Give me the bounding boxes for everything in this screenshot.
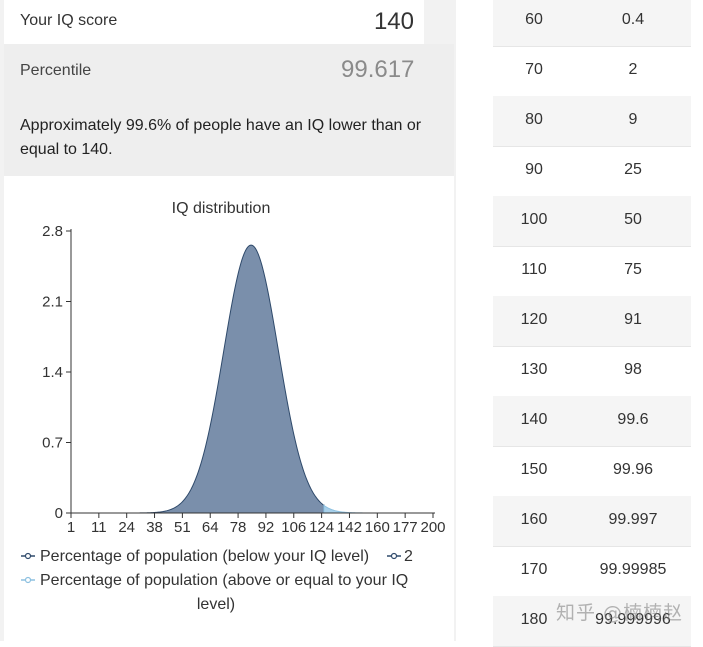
table-cell-percentile: 9	[628, 111, 638, 128]
iq-score-row: Your IQ score 140	[4, 0, 424, 44]
table-cell-percentile: 99.997	[608, 511, 658, 528]
y-tick-label: 1.4	[42, 364, 63, 381]
table-cell-iq: 60	[525, 11, 543, 28]
table-row: 140 99.6	[493, 396, 691, 447]
table-cell-iq: 150	[520, 461, 548, 478]
table-cell-iq: 120	[520, 311, 548, 328]
table-row: 170 99.99985	[493, 546, 691, 597]
x-tick-label: 160	[365, 519, 390, 536]
result-description: Approximately 99.6% of people have an IQ…	[4, 96, 454, 176]
result-description-text: Approximately 99.6% of people have an IQ…	[20, 117, 422, 158]
area-below-iq	[71, 244, 325, 514]
legend-series2-label: 2	[404, 548, 413, 565]
y-tick-label: 0	[55, 505, 63, 522]
table-row: 160 99.997	[493, 496, 691, 547]
table-row: 90 25	[493, 146, 691, 197]
percentile-label: Percentile	[20, 62, 92, 79]
table-cell-percentile: 99.6	[617, 411, 649, 428]
table-cell-percentile: 25	[624, 161, 642, 178]
table-row: 60 0.4	[493, 0, 691, 47]
table-row: 150 99.96	[493, 446, 691, 497]
table-cell-percentile: 99.999996	[595, 611, 671, 628]
table-row: 130 98	[493, 346, 691, 397]
iq-distribution-chart: IQ distribution 0 0.7 1.4 2.1 2.8 1 11 24 38 51 64 7…	[4, 176, 454, 641]
x-tick-label: 11	[91, 519, 107, 536]
y-tick-label: 0.7	[42, 435, 63, 452]
table-cell-percentile: 0.4	[621, 11, 645, 28]
y-tick-label: 2.8	[42, 223, 63, 240]
x-tick-label: 92	[258, 519, 275, 536]
table-cell-percentile: 50	[624, 211, 642, 228]
table-cell-iq: 70	[525, 61, 543, 78]
table-row: 110 75	[493, 246, 691, 297]
x-tick-label: 124	[309, 519, 334, 536]
x-tick-label: 1	[67, 519, 75, 536]
table-cell-percentile: 91	[624, 311, 642, 328]
x-tick-label: 177	[393, 519, 418, 536]
legend-below-label: Percentage of population (below your IQ …	[40, 548, 369, 565]
table-row: 80 9	[493, 96, 691, 147]
legend-above-label-line2: level)	[197, 596, 235, 613]
x-tick-label: 78	[230, 519, 247, 536]
table-cell-percentile: 75	[624, 261, 642, 278]
legend-below-symbol-marker	[24, 552, 32, 560]
table-cell-iq: 90	[525, 161, 543, 178]
y-tick-label: 2.1	[42, 294, 63, 311]
x-tick-label: 142	[337, 519, 362, 536]
percentile-row: Percentile 99.617	[4, 44, 454, 96]
table-cell-percentile: 99.99985	[599, 561, 667, 578]
x-tick-label: 200	[420, 519, 445, 536]
table-cell-iq: 140	[520, 411, 548, 428]
percentile-value: 99.617	[341, 56, 415, 83]
x-tick-label: 38	[146, 519, 163, 536]
table-row: 120 91	[493, 296, 691, 347]
table-cell-iq: 100	[520, 211, 548, 228]
table-cell-iq: 110	[521, 261, 547, 278]
x-tick-label: 64	[202, 519, 219, 536]
table-cell-iq: 180	[520, 611, 548, 628]
table-cell-iq: 130	[520, 361, 548, 378]
legend-above-label-line1: Percentage of population (above or equal…	[40, 572, 408, 589]
table-cell-iq: 160	[520, 511, 548, 528]
table-row: 100 50	[493, 196, 691, 247]
x-tick-label: 106	[281, 519, 306, 536]
area-above-iq	[323, 504, 433, 514]
table-cell-percentile: 2	[628, 61, 638, 78]
legend-above-symbol-marker	[24, 576, 32, 584]
table-cell-iq: 170	[520, 561, 548, 578]
table-cell-percentile: 99.96	[612, 461, 654, 478]
table-cell-percentile: 98	[624, 361, 642, 378]
watermark: 知乎 @楠楠赵	[556, 602, 684, 624]
iq-score-value[interactable]: 140	[373, 8, 414, 35]
iq-score-label: Your IQ score	[20, 12, 118, 29]
chart-title: IQ distribution	[172, 200, 271, 217]
table-row: 70 2	[493, 46, 691, 97]
x-tick-label: 24	[118, 519, 135, 536]
table-cell-iq: 80	[525, 111, 543, 128]
x-tick-label: 51	[174, 519, 191, 536]
iq-percentile-table: 60 0.4 70 2 80 9 90 25 100 50 110 75 120 91 130 98 140 99…	[493, 0, 691, 647]
legend-series2-symbol-marker	[390, 552, 398, 560]
